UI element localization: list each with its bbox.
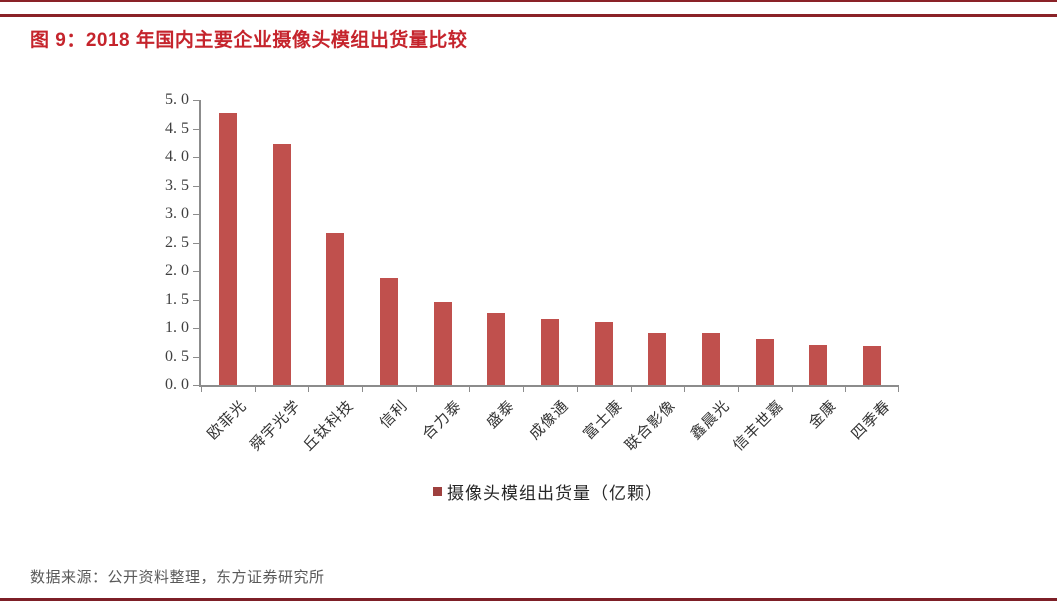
x-axis-tick-mark (201, 385, 202, 392)
x-axis-tick-mark (469, 385, 471, 392)
y-axis-tick-label: 3. 5 (165, 176, 189, 194)
bar-信丰世嘉 (755, 338, 774, 385)
x-axis-tick-mark (898, 385, 899, 392)
y-axis-tick-mark (193, 157, 201, 158)
y-axis-tick-mark (193, 100, 201, 101)
y-axis-tick-mark (193, 271, 201, 272)
x-axis-tick-mark (737, 385, 739, 392)
bar-鑫晨光 (702, 333, 721, 385)
x-axis-tick-mark (415, 385, 417, 392)
y-axis-tick-label: 5. 0 (165, 91, 189, 108)
x-axis-category-label: 舜宇光学 (247, 397, 304, 455)
x-axis-category-label: 鑫晨光 (687, 397, 734, 444)
y-axis-tick-label: 4. 0 (165, 148, 189, 165)
x-axis-tick-mark (845, 385, 847, 392)
y-axis-tick-label: 0. 5 (165, 347, 189, 365)
y-axis-tick-label: 2. 0 (165, 262, 189, 279)
x-axis-category-label: 四季春 (849, 397, 895, 444)
y-axis-tick-label: 4. 5 (165, 119, 189, 137)
x-axis-tick-mark (684, 385, 686, 392)
x-axis-tick-mark (576, 385, 578, 392)
legend-series-label: 摄像头模组出货量（亿颗） (447, 484, 663, 503)
bar-成像通 (541, 318, 559, 385)
y-axis-tick-mark (193, 214, 201, 215)
y-axis-tick-mark (193, 385, 201, 386)
x-axis-category-label: 丘钛科技 (300, 397, 358, 455)
y-axis-tick-label: 2. 5 (165, 233, 189, 251)
x-axis-tick-mark (308, 385, 310, 392)
y-axis-tick-label: 1. 0 (165, 319, 189, 336)
x-axis-category-label: 欧菲光 (204, 397, 250, 444)
bar-富士康 (594, 322, 613, 385)
x-axis-tick-mark (362, 385, 364, 392)
x-axis-category-label: 成像通 (526, 397, 573, 444)
x-axis-category-label: 信丰世嘉 (730, 397, 787, 455)
bar-舜宇光学 (272, 143, 291, 385)
x-axis-category-label: 信利 (377, 397, 412, 432)
bar-联合影像 (648, 332, 667, 385)
y-axis-tick-mark (193, 356, 201, 358)
y-axis-tick-mark (193, 328, 201, 329)
x-axis-category-label: 富士康 (580, 397, 626, 444)
x-axis-category-label: 金康 (806, 397, 841, 432)
bar-盛泰 (487, 313, 506, 385)
x-axis-tick-mark (523, 385, 525, 392)
bar-金康 (809, 345, 828, 385)
figure-title: 图 9：2018 年国内主要企业摄像头模组出货量比较 (30, 30, 468, 51)
y-axis-tick-label: 3. 0 (165, 205, 189, 222)
top-rule (0, 14, 1057, 17)
bar-丘钛科技 (326, 233, 345, 385)
top-thin-rule (0, 0, 1057, 2)
plot-area: 5. 0 4. 5 4. 0 3. 5 3. 0 2. 5 2. 0 1. 5 1. 0 0. 5… (165, 92, 899, 454)
bottom-rule (0, 598, 1057, 601)
y-axis-tick-mark (193, 299, 201, 301)
bar-欧菲光 (218, 112, 237, 385)
bar-信利 (379, 278, 398, 385)
bar-四季春 (863, 346, 882, 385)
x-axis-category-label: 联合影像 (622, 397, 680, 455)
x-axis-tick-mark (630, 385, 632, 392)
x-axis-tick-mark (254, 385, 256, 392)
chart-legend: 摄像头模组出货量（亿颗） (199, 479, 897, 504)
bar-合力泰 (433, 302, 452, 385)
data-source-note: 数据来源：公开资料整理，东方证券研究所 (30, 569, 325, 586)
x-axis-tick-mark (791, 385, 793, 392)
y-axis-tick-mark (193, 128, 201, 130)
legend-series-marker (433, 487, 442, 496)
y-axis-tick-label: 0. 0 (165, 376, 189, 393)
y-axis-tick-mark (193, 242, 201, 244)
x-axis-category-label: 盛泰 (484, 397, 519, 432)
y-axis-tick-label: 1. 5 (165, 290, 189, 308)
y-axis-tick-mark (193, 185, 201, 187)
x-axis-category-label: 合力泰 (419, 397, 465, 444)
